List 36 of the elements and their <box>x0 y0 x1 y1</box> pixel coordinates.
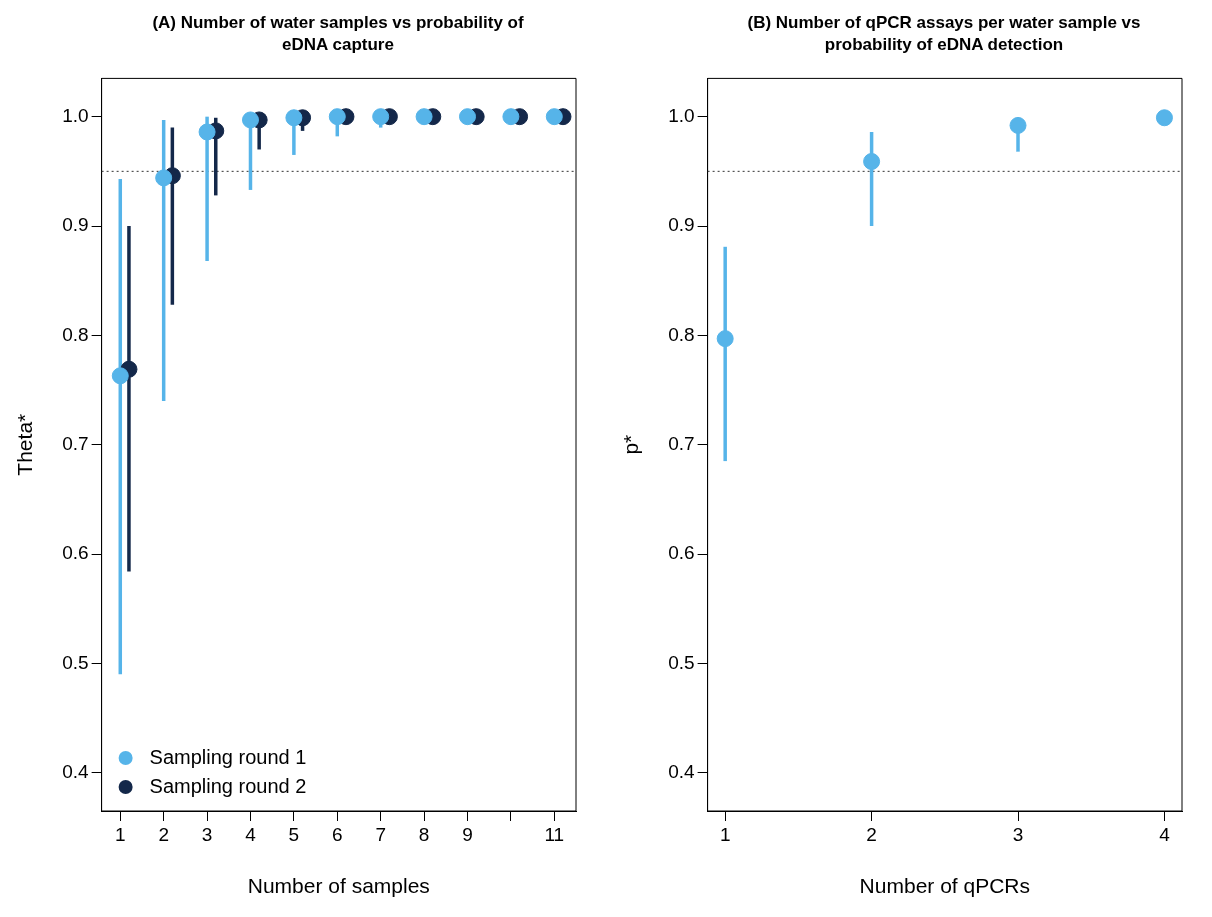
chart-title: (A) Number of water samples vs probability of eDNA capture <box>151 12 525 56</box>
y-tick-label: 0.8 <box>668 323 695 345</box>
y-tick-label: 1.0 <box>62 104 89 126</box>
y-axis-title: Theta* <box>13 413 37 476</box>
x-tick-label: 1 <box>719 823 731 845</box>
legend-label: Sampling round 2 <box>149 774 307 797</box>
y-tick-label: 0.9 <box>62 214 89 236</box>
x-tick-label: 3 <box>1012 823 1024 845</box>
x-tick-label: 5 <box>288 823 300 845</box>
y-tick-label: 0.5 <box>668 651 695 673</box>
x-tick-label: 4 <box>1159 823 1171 845</box>
x-tick-label: 2 <box>866 823 877 845</box>
x-tick-label: 6 <box>332 823 343 845</box>
x-tick-label: 2 <box>158 823 169 845</box>
y-tick-label: 0.6 <box>62 542 89 564</box>
y-tick-label: 0.6 <box>668 542 695 564</box>
x-tick-label: 8 <box>418 823 430 845</box>
x-tick-label: 11 <box>544 823 565 845</box>
y-tick-label: 1.0 <box>668 104 695 126</box>
x-tick-label: 1 <box>114 823 126 845</box>
y-tick-label: 0.4 <box>668 760 696 782</box>
x-tick-label: 4 <box>245 823 257 845</box>
y-tick-label: 0.4 <box>62 760 90 782</box>
y-tick-label: 0.5 <box>62 651 89 673</box>
y-tick-label: 0.7 <box>668 432 695 454</box>
x-axis-title: Number of qPCRs <box>859 874 1030 898</box>
x-tick-label: 3 <box>201 823 213 845</box>
x-tick-label: 9 <box>462 823 473 845</box>
legend-label: Sampling round 1 <box>149 745 307 768</box>
y-tick-label: 0.9 <box>668 214 695 236</box>
x-tick-label: 7 <box>375 823 386 845</box>
chart-title: (B) Number of qPCR assays per water sample vs probability of eDNA detection <box>746 12 1142 56</box>
y-axis-title: p* <box>619 434 643 455</box>
y-tick-label: 0.8 <box>62 323 89 345</box>
y-tick-label: 0.7 <box>62 432 89 454</box>
x-axis-title: Number of samples <box>247 874 430 898</box>
